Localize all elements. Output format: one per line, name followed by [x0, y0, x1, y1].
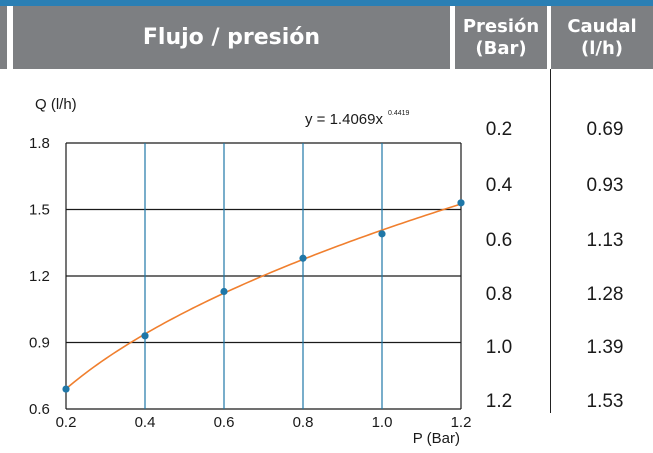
- y-tick-label: 1.8: [29, 135, 50, 152]
- x-tick-label: 0.2: [56, 414, 77, 431]
- x-tick-label: 0.8: [293, 414, 314, 431]
- table-cell-caudal: 1.39: [586, 337, 624, 358]
- header-presion-line2: (Bar): [475, 37, 527, 59]
- curve-layer: [65, 203, 462, 390]
- y-tick-label: 1.5: [29, 202, 50, 219]
- y-axis-label: Q (l/h): [35, 96, 77, 113]
- table-cell-caudal: 0.69: [586, 119, 624, 140]
- data-point: [457, 199, 465, 207]
- table-cell-caudal: 1.13: [586, 230, 624, 251]
- table-cell-presion: 1.0: [485, 337, 513, 358]
- x-tick-label: 0.4: [135, 414, 156, 431]
- x-tick-label: 1.0: [372, 414, 393, 431]
- point-layer: [62, 199, 465, 393]
- x-axis-label: P (Bar): [413, 430, 460, 447]
- y-tick-label: 0.6: [29, 401, 50, 418]
- data-point: [220, 287, 228, 296]
- data-point: [141, 332, 149, 340]
- table-cell-presion: 0.8: [485, 284, 513, 305]
- header-title-text: Flujo / presión: [142, 25, 321, 50]
- tick-layer: 0.2 0.4 0.6 0.8 1.0 1.2 0.6 0.9 1.2 1.5 1.8: [29, 135, 471, 431]
- table-cell-presion: 0.4: [485, 175, 513, 196]
- top-accent-bar: [0, 0, 653, 6]
- y-tick-label: 1.2: [29, 268, 50, 285]
- y-tick-label: 0.9: [29, 335, 50, 352]
- header-presion-line1: Presión: [462, 15, 540, 37]
- header-caudal-line2: (l/h): [580, 37, 623, 59]
- table-cell-presion: 0.6: [485, 230, 513, 251]
- equation-exponent: 0.4419: [388, 110, 410, 117]
- table-cell-caudal: 1.28: [586, 284, 624, 305]
- x-tick-label: 1.2: [451, 414, 472, 431]
- trendline-curve: [65, 203, 462, 390]
- equation-base: y = 1.4069x: [305, 111, 383, 128]
- header-caudal: Caudal (l/h): [551, 6, 653, 69]
- header-title: Flujo / presión: [13, 6, 450, 69]
- table-cell-presion: 0.2: [485, 119, 513, 140]
- header-left-strip: [0, 6, 7, 69]
- x-tick-label: 0.6: [214, 414, 235, 431]
- data-point: [62, 385, 70, 393]
- data-point: [378, 230, 386, 238]
- header-caudal-line1: Caudal: [567, 15, 637, 37]
- table-cell-caudal: 1.53: [586, 391, 624, 412]
- table-cell-presion: 1.2: [485, 391, 513, 412]
- data-point: [299, 254, 307, 262]
- trendline-equation: y = 1.4069x 0.4419: [305, 110, 410, 128]
- header-presion: Presión (Bar): [455, 6, 547, 69]
- table-cell-caudal: 0.93: [586, 175, 624, 196]
- table-column-separator: [550, 69, 551, 413]
